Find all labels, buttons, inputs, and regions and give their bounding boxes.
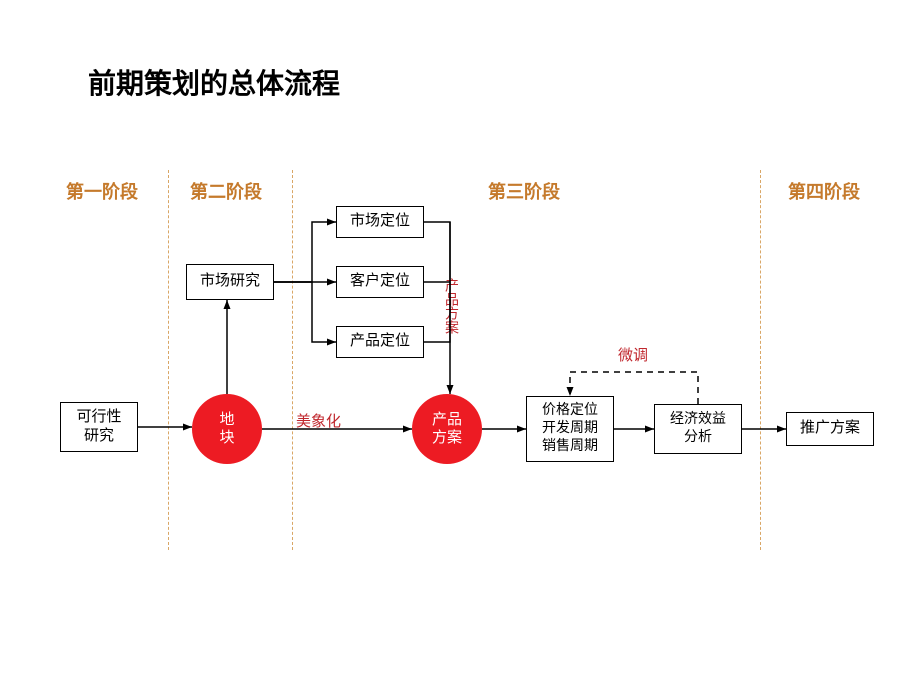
node-customer-pos: 客户定位 bbox=[336, 266, 424, 298]
stage-label-3: 第三阶段 bbox=[488, 178, 560, 204]
node-feasibility: 可行性研究 bbox=[60, 402, 138, 452]
node-label: 市场研究 bbox=[200, 272, 260, 292]
page-title: 前期策划的总体流程 bbox=[88, 62, 340, 102]
stage-divider-1 bbox=[168, 170, 169, 550]
stage-label-1: 第一阶段 bbox=[66, 178, 138, 204]
node-market-pos: 市场定位 bbox=[336, 206, 424, 238]
node-product-plan: 产品方案 bbox=[412, 394, 482, 464]
node-market-research: 市场研究 bbox=[186, 264, 274, 300]
anno-product-plan-vertical: 产品方案 bbox=[440, 278, 460, 334]
anno-fine-tune: 微调 bbox=[618, 344, 648, 365]
node-label: 客户定位 bbox=[350, 272, 410, 292]
anno-beautify: 美象化 bbox=[296, 410, 341, 431]
stage-label-4: 第四阶段 bbox=[788, 178, 860, 204]
arrows-layer bbox=[0, 0, 920, 690]
node-label: 产品定位 bbox=[350, 332, 410, 352]
node-price-dev: 价格定位开发周期销售周期 bbox=[526, 396, 614, 462]
node-label: 推广方案 bbox=[800, 419, 860, 439]
stage-divider-2 bbox=[292, 170, 293, 550]
stage-label-2: 第二阶段 bbox=[190, 178, 262, 204]
node-label: 可行性研究 bbox=[76, 408, 121, 447]
node-label: 价格定位开发周期销售周期 bbox=[542, 402, 598, 457]
node-economic: 经济效益分析 bbox=[654, 404, 742, 454]
node-product-pos: 产品定位 bbox=[336, 326, 424, 358]
stage-divider-3 bbox=[760, 170, 761, 550]
node-land: 地块 bbox=[192, 394, 262, 464]
node-promotion: 推广方案 bbox=[786, 412, 874, 446]
node-label: 地块 bbox=[219, 411, 234, 447]
node-label: 产品方案 bbox=[432, 411, 462, 447]
node-label: 市场定位 bbox=[350, 212, 410, 232]
node-label: 经济效益分析 bbox=[670, 411, 726, 447]
